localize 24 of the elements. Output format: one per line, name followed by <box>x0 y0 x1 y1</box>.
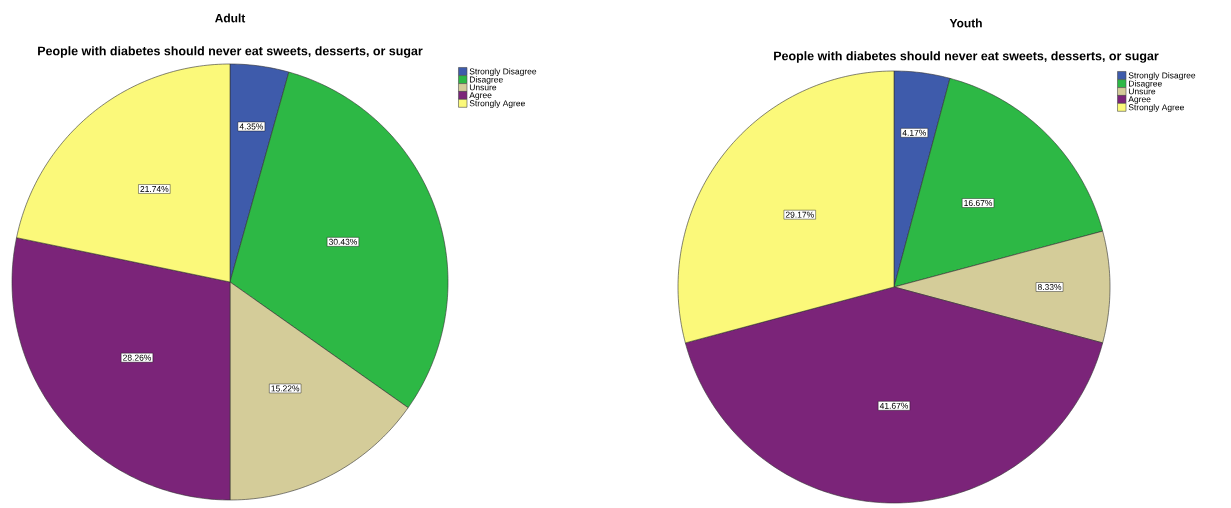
data-label: 16.67% <box>964 200 993 207</box>
legend-label: Strongly Agree <box>469 100 525 108</box>
data-label: 28.26% <box>123 354 152 361</box>
chart-title: Adult <box>215 13 246 23</box>
data-label: 30.43% <box>328 238 358 245</box>
legend-label: Strongly Disagree <box>1128 72 1196 81</box>
legend-label: Strongly Disagree <box>469 68 537 77</box>
chart-title: Youth <box>949 18 982 28</box>
data-label: 4.17% <box>902 129 927 136</box>
legend-label: Unsure <box>1128 88 1156 95</box>
legend-label: Agree <box>469 92 492 100</box>
legend-label: Disagree <box>1129 80 1162 89</box>
data-label: 29.17% <box>785 211 814 218</box>
data-label: 41.67% <box>879 402 909 409</box>
data-label: 8.33% <box>1037 284 1062 291</box>
data-label: 21.74% <box>140 186 169 192</box>
legend-label: Agree <box>1128 96 1151 104</box>
chart-subtitle: People with diabetes should never eat sweets, desserts, or sugar <box>38 46 423 58</box>
legend-label: Strongly Agree <box>1128 104 1184 112</box>
data-label: 15.22% <box>271 385 300 392</box>
legend-label: Unsure <box>469 84 497 91</box>
data-label: 4.35% <box>239 123 264 130</box>
chart-subtitle: People with diabetes should never eat sweets, desserts, or sugar <box>774 51 1159 63</box>
legend-label: Disagree <box>469 76 503 85</box>
